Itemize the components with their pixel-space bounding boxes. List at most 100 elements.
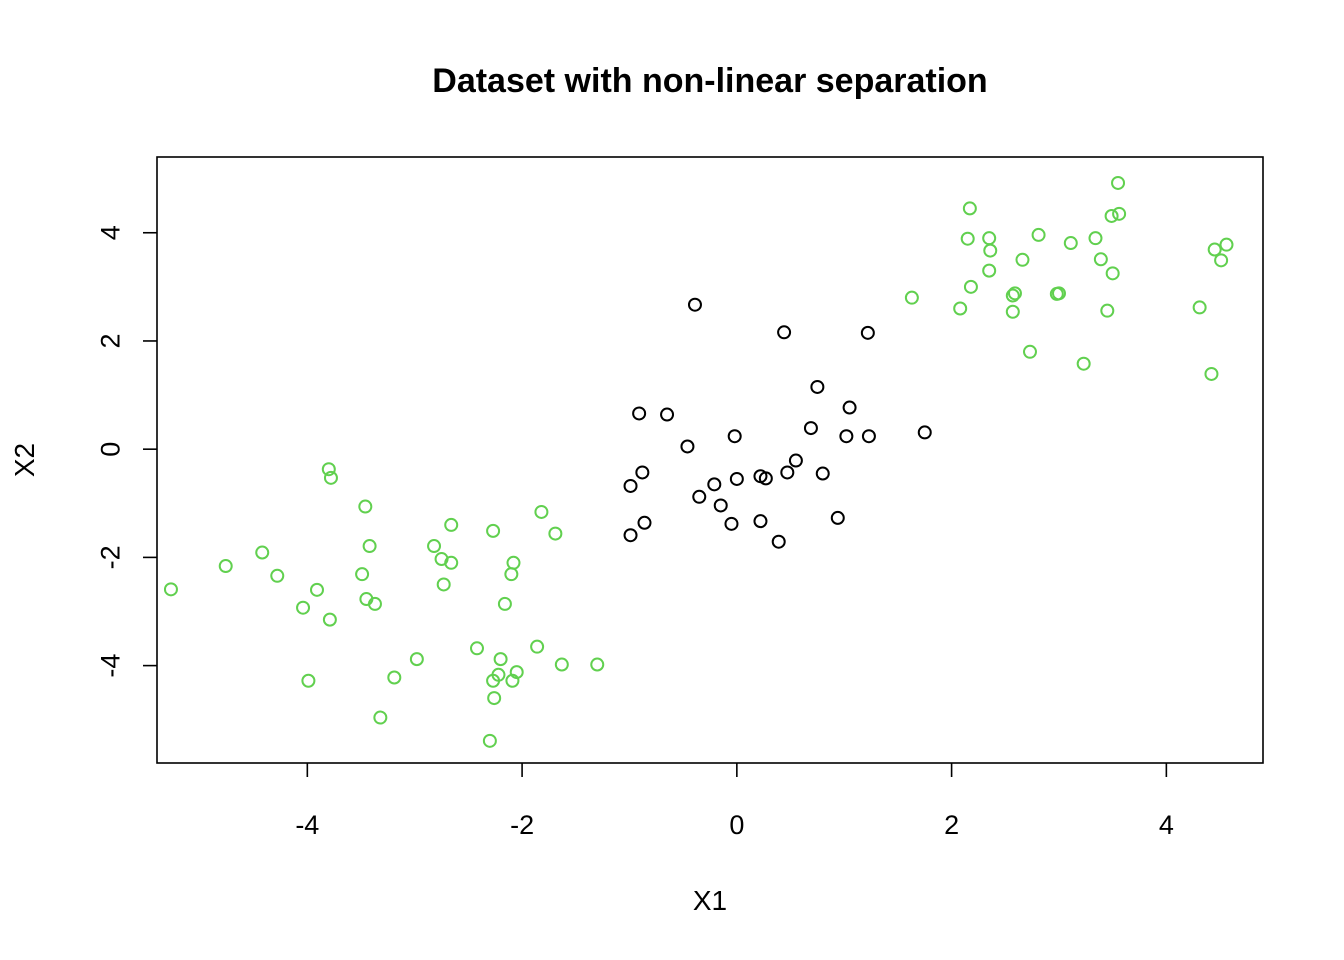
chart-title: Dataset with non-linear separation xyxy=(432,62,987,100)
data-point-series-1 xyxy=(637,515,652,530)
data-point-series-2 xyxy=(321,462,336,477)
data-point-series-2 xyxy=(486,673,501,688)
data-point-series-2 xyxy=(506,555,521,570)
data-point-series-2 xyxy=(530,639,545,654)
data-point-series-1 xyxy=(724,516,739,531)
data-point-series-2 xyxy=(1022,344,1037,359)
data-point-series-1 xyxy=(777,325,792,340)
data-point-series-1 xyxy=(632,406,647,421)
data-point-series-2 xyxy=(1204,366,1219,381)
data-point-series-1 xyxy=(839,429,854,444)
data-point-series-2 xyxy=(486,523,501,538)
y-tick-label: 2 xyxy=(95,333,125,348)
data-point-series-2 xyxy=(1088,231,1103,246)
y-axis-label: X2 xyxy=(9,443,40,477)
data-point-series-1 xyxy=(861,429,876,444)
data-point-series-2 xyxy=(548,526,563,541)
data-point-series-2 xyxy=(362,539,377,554)
data-point-series-2 xyxy=(444,555,459,570)
x-tick-label: -4 xyxy=(295,810,319,840)
data-point-series-1 xyxy=(810,379,825,394)
data-point-series-2 xyxy=(1104,208,1119,223)
data-point-series-2 xyxy=(436,577,451,592)
data-point-series-1 xyxy=(842,400,857,415)
data-point-series-2 xyxy=(505,673,520,688)
data-point-series-2 xyxy=(358,499,373,514)
data-point-series-1 xyxy=(815,466,830,481)
data-point-series-2 xyxy=(355,567,370,582)
plot-frame xyxy=(156,156,1264,764)
data-point-series-2 xyxy=(387,670,402,685)
y-tick-label: 0 xyxy=(95,442,125,457)
data-point-series-2 xyxy=(322,612,337,627)
data-point-series-2 xyxy=(255,545,270,560)
data-point-series-2 xyxy=(1192,300,1207,315)
data-point-series-1 xyxy=(860,325,875,340)
data-point-series-2 xyxy=(218,559,233,574)
data-point-series-2 xyxy=(554,657,569,672)
data-point-series-2 xyxy=(373,710,388,725)
data-point-series-1 xyxy=(660,407,675,422)
data-point-series-2 xyxy=(270,568,285,583)
x-tick-label: -2 xyxy=(510,810,534,840)
data-point-series-2 xyxy=(409,652,424,667)
data-point-series-1 xyxy=(830,510,845,525)
data-points xyxy=(163,175,1234,748)
data-point-series-1 xyxy=(623,528,638,543)
data-point-series-1 xyxy=(780,465,795,480)
data-point-series-1 xyxy=(729,471,744,486)
data-point-series-2 xyxy=(1005,304,1020,319)
data-point-series-2 xyxy=(309,582,324,597)
data-point-series-2 xyxy=(482,733,497,748)
data-point-series-2 xyxy=(497,596,512,611)
data-point-series-2 xyxy=(427,539,442,554)
data-point-series-2 xyxy=(301,673,316,688)
data-point-series-2 xyxy=(487,691,502,706)
x-tick-label: 2 xyxy=(944,810,959,840)
data-point-series-2 xyxy=(493,652,508,667)
data-point-series-1 xyxy=(713,498,728,513)
data-point-series-2 xyxy=(1207,242,1222,257)
data-point-series-2 xyxy=(296,600,311,615)
data-point-series-2 xyxy=(1049,286,1064,301)
data-point-series-2 xyxy=(1111,175,1126,190)
data-point-series-2 xyxy=(904,290,919,305)
data-point-series-1 xyxy=(707,477,722,492)
data-point-series-2 xyxy=(982,263,997,278)
y-tick-label: -2 xyxy=(95,545,125,569)
data-point-series-2 xyxy=(1063,236,1078,251)
data-point-series-2 xyxy=(323,470,338,485)
data-point-series-2 xyxy=(590,657,605,672)
x-tick-label: 4 xyxy=(1159,810,1174,840)
data-point-series-2 xyxy=(953,301,968,316)
data-point-series-2 xyxy=(1031,227,1046,242)
data-point-series-2 xyxy=(534,504,549,519)
data-point-series-2 xyxy=(982,231,997,246)
data-point-series-1 xyxy=(771,534,786,549)
data-point-series-2 xyxy=(1100,303,1115,318)
data-point-series-2 xyxy=(1007,286,1022,301)
data-point-series-1 xyxy=(917,425,932,440)
data-point-series-1 xyxy=(803,421,818,436)
data-point-series-1 xyxy=(758,471,773,486)
data-point-series-1 xyxy=(788,453,803,468)
data-point-series-2 xyxy=(1005,288,1020,303)
data-point-series-2 xyxy=(1105,266,1120,281)
data-point-series-2 xyxy=(163,582,178,597)
data-point-series-2 xyxy=(1214,253,1229,268)
data-point-series-2 xyxy=(1219,237,1234,252)
data-point-series-2 xyxy=(962,201,977,216)
data-point-series-1 xyxy=(753,514,768,529)
data-point-series-1 xyxy=(687,297,702,312)
data-point-series-1 xyxy=(623,478,638,493)
data-point-series-2 xyxy=(444,517,459,532)
y-tick-label: 4 xyxy=(95,225,125,240)
data-point-series-2 xyxy=(367,596,382,611)
data-point-series-2 xyxy=(1112,206,1127,221)
y-tick-label: -4 xyxy=(95,654,125,678)
data-point-series-1 xyxy=(727,429,742,444)
data-point-series-2 xyxy=(960,231,975,246)
x-tick-label: 0 xyxy=(729,810,744,840)
x-axis-label: X1 xyxy=(693,885,727,916)
